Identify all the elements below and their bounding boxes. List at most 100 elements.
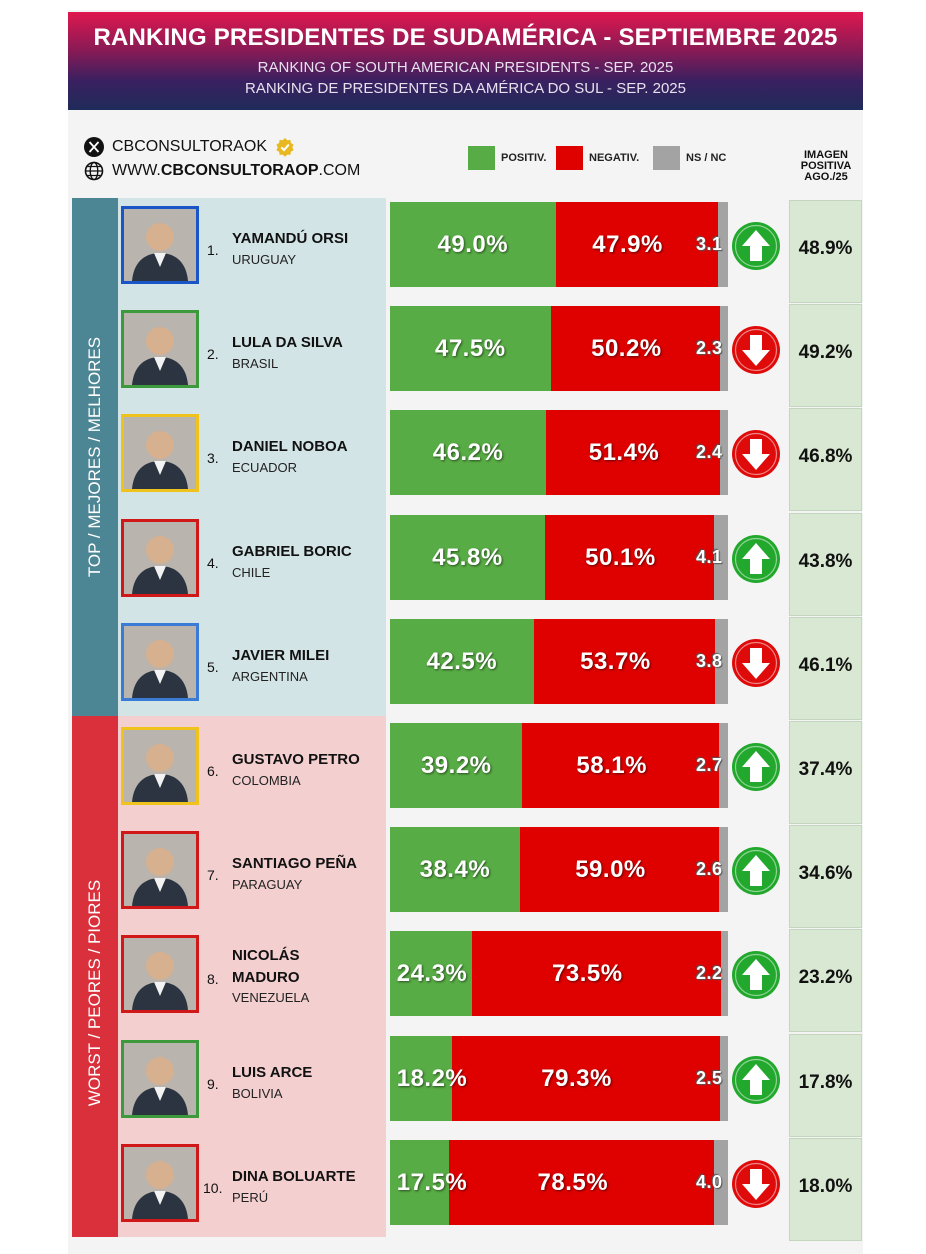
legend-positive-swatch (468, 146, 495, 170)
ranking-row: 4. GABRIEL BORIC CHILE 45.8% 50.1% 4.1 43.8% (0, 513, 926, 617)
legend-positive: POSITIV. (468, 146, 546, 170)
bar-positive (390, 1140, 450, 1225)
person-silhouette-icon (124, 626, 196, 698)
approval-bar: 24.3% 73.5% 2.2 (390, 931, 728, 1016)
bar-ns (714, 1140, 728, 1225)
president-name-line: LUIS ARCE (232, 1064, 313, 1081)
rank-number: 10. (203, 1180, 223, 1196)
bar-ns (717, 202, 728, 287)
bar-positive-label: 38.4% (419, 856, 491, 883)
imagen-header-line2: POSITIVA (800, 160, 852, 172)
imagen-positiva-value: 48.9% (798, 238, 853, 259)
person-silhouette-icon (124, 834, 196, 906)
bar-positive (390, 515, 545, 600)
website-text: WWW.CBCONSULTORAOP.COM (112, 162, 360, 180)
bar-ns (719, 827, 728, 912)
bar-ns (720, 306, 728, 391)
bar-ns-label: 2.5 (696, 1068, 723, 1088)
trend-up-arrow-icon (732, 847, 780, 895)
president-country: ECUADOR (232, 460, 298, 475)
president-photo (121, 206, 199, 284)
ranking-row: 8. NICOLÁS MADURO VENEZUELA 24.3% 73.5% 2.2 23.… (0, 929, 926, 1033)
bar-ns (718, 723, 728, 808)
trend-up-arrow-icon (732, 743, 780, 791)
worst-group-band (72, 716, 118, 1237)
president-name-line: YAMANDÚ ORSI (232, 230, 349, 247)
chart-title: RANKING PRESIDENTES DE SUDAMÉRICA - SEPT… (93, 24, 838, 51)
trend-down-arrow-icon (732, 1160, 780, 1208)
bar-positive-label: 42.5% (426, 648, 498, 675)
bar-negative-label: 47.9% (592, 231, 663, 258)
rank-number: 2. (207, 346, 219, 362)
approval-bar: 38.4% 59.0% 2.6 (390, 827, 728, 912)
bar-negative (550, 306, 721, 391)
bar-negative-label: 79.3% (541, 1065, 612, 1092)
bar-ns (715, 619, 728, 704)
bar-ns (719, 1036, 728, 1121)
president-photo (121, 310, 199, 388)
trend-down-arrow-icon (732, 430, 780, 478)
president-name-line: NICOLÁS (232, 947, 300, 964)
president-name: DINA BOLUARTE (232, 1166, 382, 1188)
president-country: PARAGUAY (232, 877, 303, 892)
approval-bar: 18.2% 79.3% 2.5 (390, 1036, 728, 1121)
bar-ns (720, 931, 728, 1016)
president-photo (121, 414, 199, 492)
legend-positive-label: POSITIV. (501, 152, 547, 164)
bar-ns (719, 410, 728, 495)
imagen-positiva-cell (789, 721, 862, 824)
person-silhouette-icon (124, 313, 196, 385)
president-country: BOLIVIA (232, 1086, 283, 1101)
trend-down-arrow-icon (732, 639, 780, 687)
president-name: NICOLÁS MADURO (232, 945, 382, 989)
president-name: GABRIEL BORIC (232, 541, 382, 563)
bar-negative (533, 619, 716, 704)
ranking-row: 10. DINA BOLUARTE PERÚ 17.5% 78.5% 4.0 18.0% (0, 1138, 926, 1242)
bar-positive-label: 39.2% (420, 752, 492, 779)
president-name: YAMANDÚ ORSI (232, 228, 382, 250)
ranking-row: 2. LULA DA SILVA BRASIL 47.5% 50.2% 2.3 49.2% (0, 304, 926, 408)
bar-positive-label: 47.5% (434, 335, 506, 362)
bar-ns (714, 515, 728, 600)
approval-bar: 17.5% 78.5% 4.0 (390, 1140, 728, 1225)
x-handle[interactable]: CBCONSULTORAOK (84, 137, 295, 157)
bar-negative (546, 410, 720, 495)
bar-negative-label: 78.5% (537, 1169, 609, 1196)
president-name-line: GABRIEL BORIC (232, 543, 352, 560)
ranking-row: 6. GUSTAVO PETRO COLOMBIA 39.2% 58.1% 2.7 37.4… (0, 721, 926, 825)
legend-ns-label: NS / NC (686, 152, 727, 164)
bar-negative (449, 1140, 715, 1225)
rank-number: 7. (207, 867, 219, 883)
rank-number: 1. (207, 242, 219, 258)
website-domain: CBCONSULTORAOP (160, 162, 319, 179)
president-name: SANTIAGO PEÑA (232, 853, 382, 875)
imagen-positiva-cell (789, 1138, 862, 1241)
chart-subtitle-en: RANKING OF SOUTH AMERICAN PRESIDENTS - S… (257, 59, 674, 76)
imagen-positiva-cell (789, 617, 862, 720)
imagen-positiva-value: 43.8% (798, 551, 853, 572)
ranking-row: 3. DANIEL NOBOA ECUADOR 46.2% 51.4% 2.4 46.8% (0, 408, 926, 512)
president-photo (121, 623, 199, 701)
bar-positive (390, 827, 520, 912)
president-photo (121, 1040, 199, 1118)
imagen-positiva-value: 18.0% (798, 1176, 853, 1197)
rank-number: 5. (207, 659, 219, 675)
person-silhouette-icon (124, 938, 196, 1010)
approval-bar: 39.2% 58.1% 2.7 (390, 723, 728, 808)
ranking-row: 9. LUIS ARCE BOLIVIA 18.2% 79.3% 2.5 17.8% (0, 1034, 926, 1138)
president-name: DANIEL NOBOA (232, 436, 382, 458)
legend-ns: NS / NC (653, 146, 726, 170)
imagen-positiva-value: 17.8% (798, 1072, 853, 1093)
ranking-row: 7. SANTIAGO PEÑA PARAGUAY 38.4% 59.0% 2.6 34.6… (0, 825, 926, 929)
legend-negative-swatch (556, 146, 583, 170)
person-silhouette-icon (124, 417, 196, 489)
trend-down-arrow-icon (732, 326, 780, 374)
person-silhouette-icon (124, 209, 196, 281)
president-country: VENEZUELA (232, 990, 310, 1005)
website-link[interactable]: WWW.CBCONSULTORAOP.COM (84, 161, 360, 181)
president-name-line: GUSTAVO PETRO (232, 751, 360, 768)
bar-positive (390, 1036, 452, 1121)
president-name: LUIS ARCE (232, 1062, 382, 1084)
president-photo (121, 935, 199, 1013)
president-photo (121, 727, 199, 805)
